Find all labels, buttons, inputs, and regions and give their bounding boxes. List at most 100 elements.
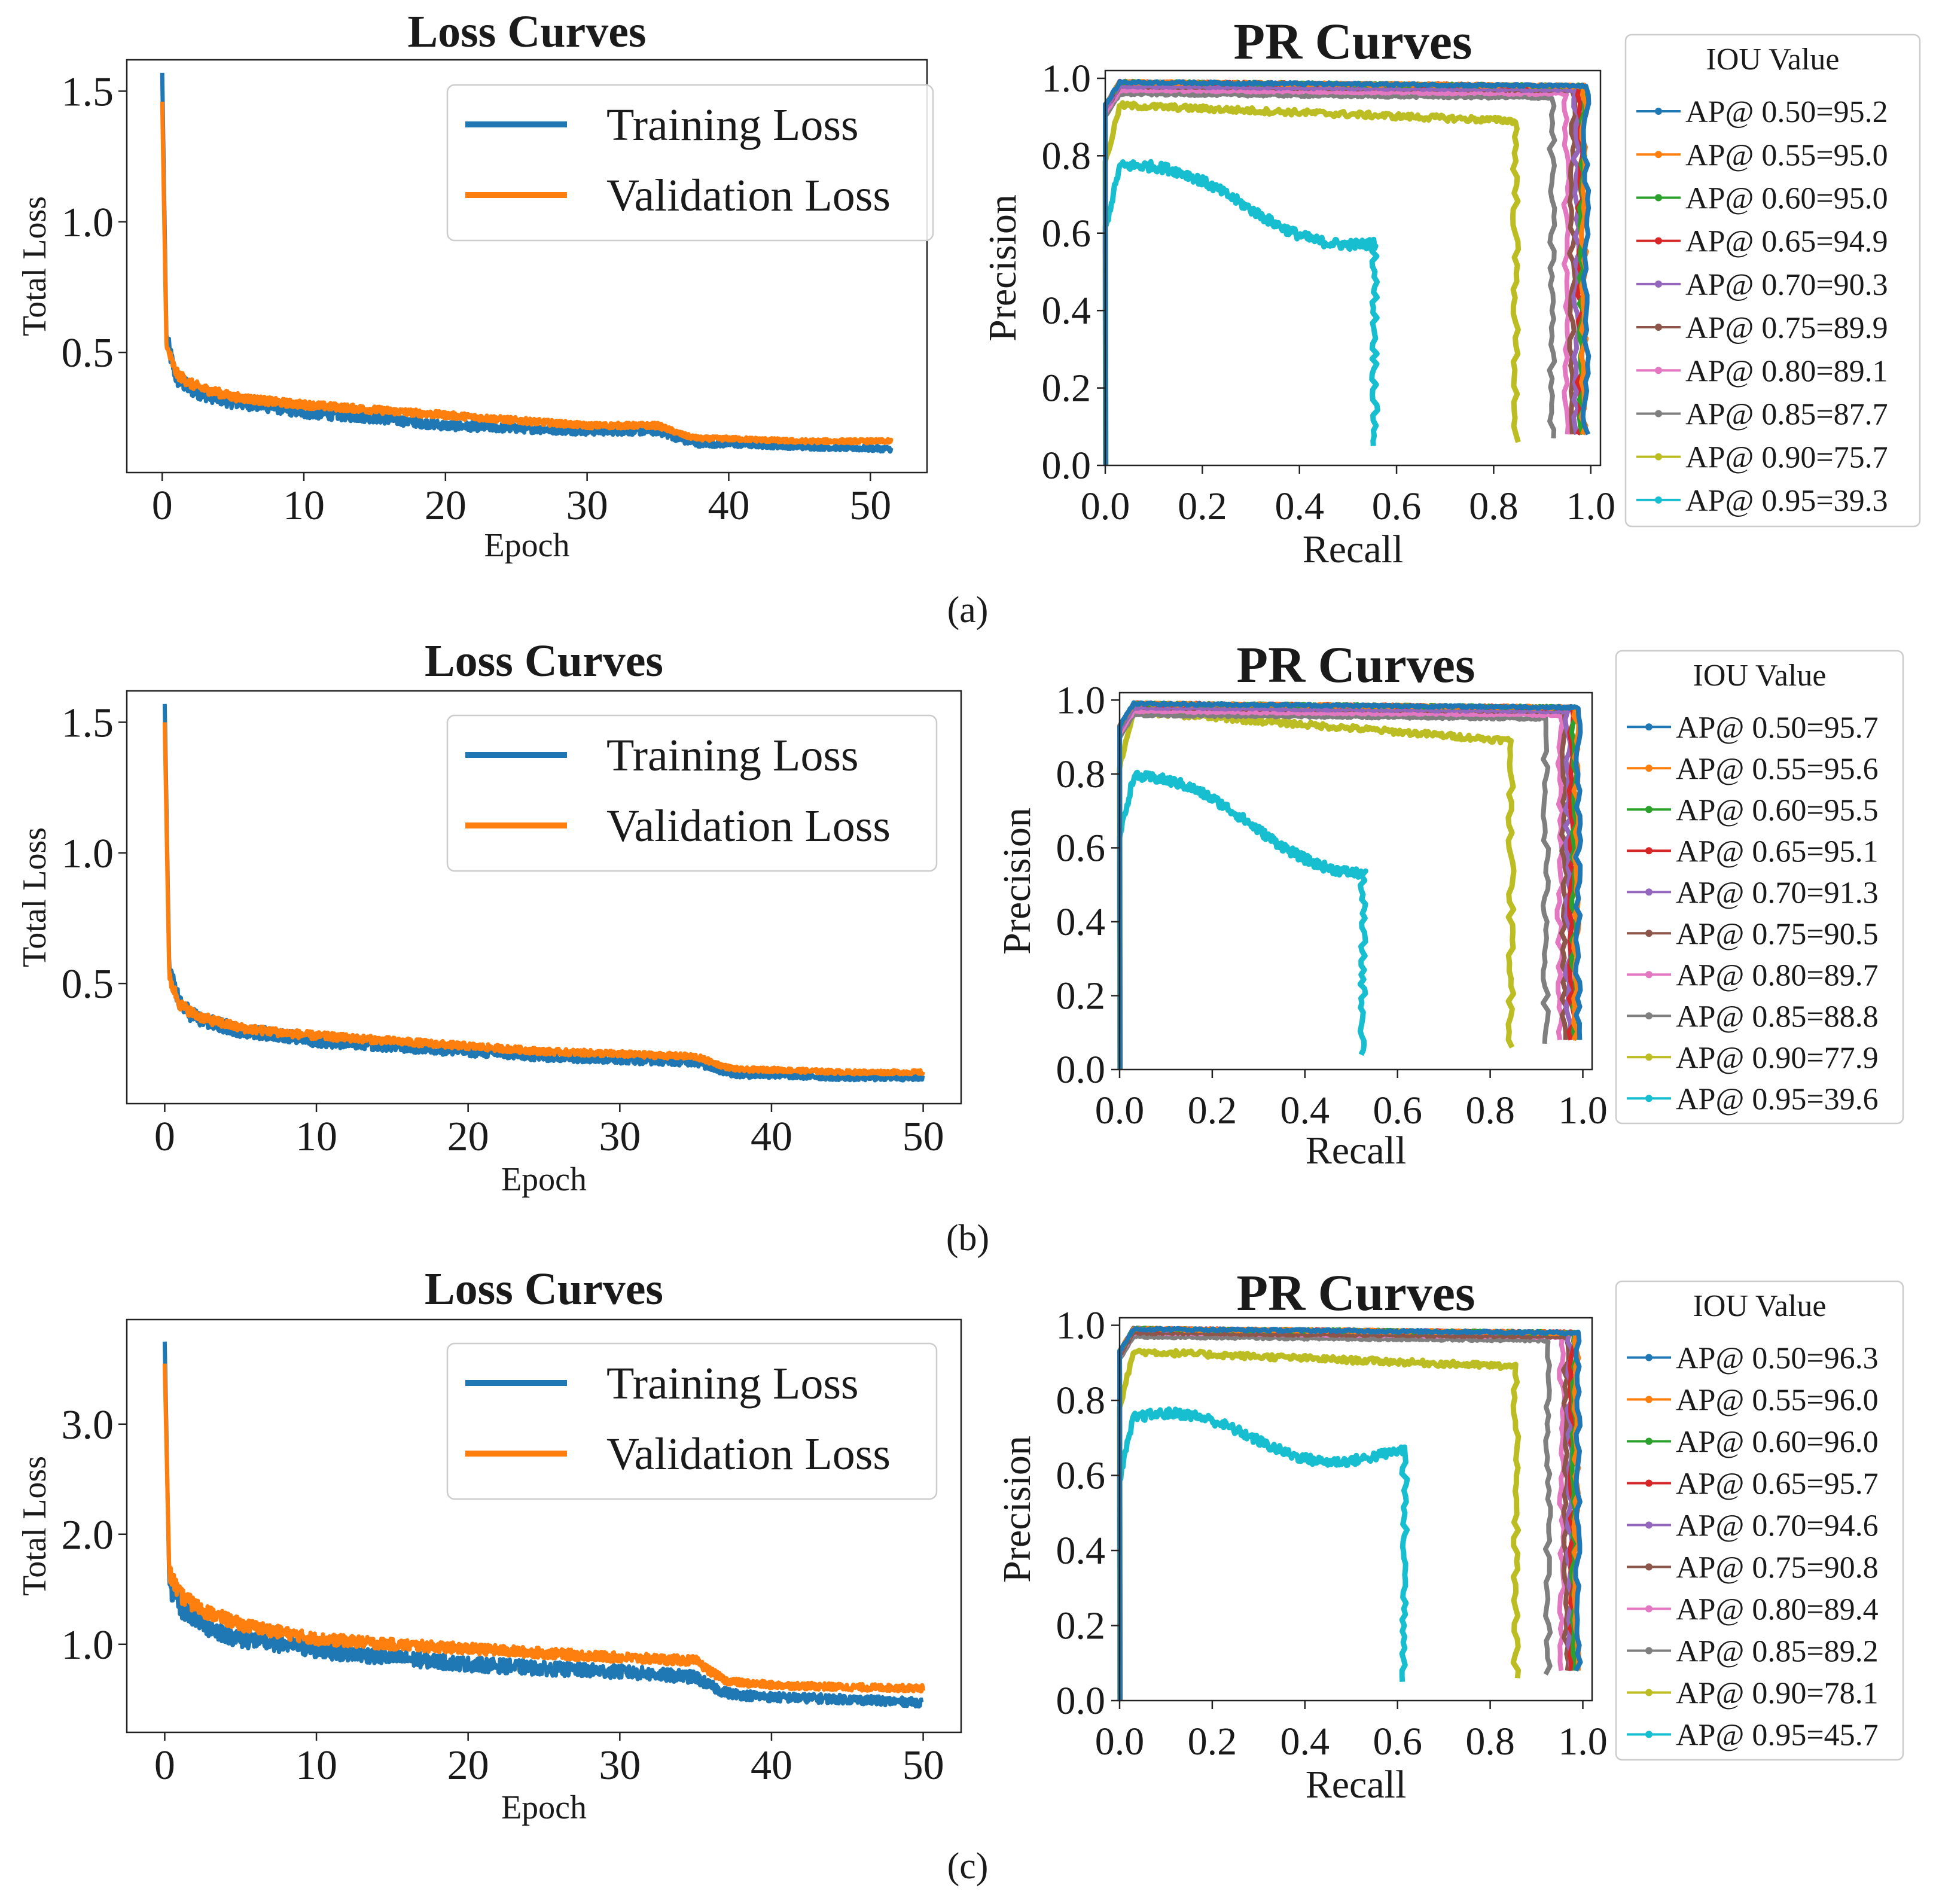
x-tick-label: 0.4 <box>1280 1089 1330 1132</box>
pr-title: PR Curves <box>1237 1264 1475 1321</box>
pr-legend-box <box>1615 650 1904 1125</box>
x-tick-label: 0 <box>152 483 173 529</box>
y-tick-label: 0.8 <box>1056 753 1106 796</box>
x-tick-label: 0 <box>154 1114 175 1160</box>
loss-line-training <box>162 1341 925 1709</box>
y-tick-label: 0.2 <box>1056 974 1106 1018</box>
pr-legend-marker <box>1645 847 1652 855</box>
pr-legend-label: AP@ 0.85=89.2 <box>1676 1635 1879 1669</box>
legend-label-validation: Validation Loss <box>606 170 891 221</box>
pr-curve-4 <box>1103 83 1582 466</box>
y-tick-label: 0.5 <box>62 961 114 1007</box>
loss-plot-frame <box>126 1318 962 1734</box>
pr-legend-label: AP@ 0.80=89.1 <box>1685 354 1888 388</box>
legend-label-validation: Validation Loss <box>606 1429 891 1479</box>
pr-legend-label: AP@ 0.50=95.7 <box>1676 711 1879 745</box>
loss-legend-box <box>446 84 934 242</box>
x-tick-label: 30 <box>599 1742 641 1789</box>
pr-xlabel: Recall <box>1306 1129 1407 1172</box>
pr-curve-6 <box>1117 708 1565 1070</box>
legend-label-training: Training Loss <box>606 730 859 781</box>
pr-curve-9 <box>1117 769 1368 1070</box>
y-tick-label: 0.6 <box>1056 1454 1106 1498</box>
loss-xlabel: Epoch <box>484 527 569 564</box>
pr-legend-label: AP@ 0.60=95.0 <box>1685 181 1888 215</box>
pr-curve-6 <box>1103 86 1572 466</box>
pr-plot-frame <box>1118 1317 1593 1702</box>
loss-title: Loss Curves <box>425 1264 663 1314</box>
loss-line-validation <box>162 722 925 1077</box>
pr-legend-label: AP@ 0.55=95.0 <box>1685 138 1888 172</box>
pr-legend-label: AP@ 0.70=90.3 <box>1685 268 1888 302</box>
x-tick-label: 0 <box>154 1742 175 1789</box>
x-tick-label: 1.0 <box>1566 485 1616 528</box>
pr-xlabel: Recall <box>1306 1763 1407 1806</box>
pr-title: PR Curves <box>1234 13 1472 70</box>
pr-legend-marker <box>1645 1605 1652 1613</box>
y-tick-label: 0.4 <box>1056 1529 1106 1573</box>
x-tick-label: 30 <box>566 483 608 529</box>
panel-caption: (c) <box>947 1846 989 1887</box>
pr-legend-marker <box>1645 1647 1652 1655</box>
loss-title: Loss Curves <box>407 7 646 57</box>
pr-legend-marker <box>1645 971 1652 979</box>
y-tick-label: 0.4 <box>1056 900 1106 944</box>
pr-legend-marker <box>1645 1095 1652 1102</box>
pr-curve-5 <box>1117 704 1570 1070</box>
panel-caption: (a) <box>947 590 989 630</box>
x-tick-label: 10 <box>283 483 325 529</box>
y-tick-label: 1.0 <box>62 200 114 246</box>
x-tick-label: 50 <box>849 483 891 529</box>
y-tick-label: 0.0 <box>1056 1048 1106 1092</box>
y-tick-label: 0.8 <box>1042 134 1091 178</box>
pr-legend-label: AP@ 0.55=96.0 <box>1676 1384 1879 1418</box>
pr-curve-9 <box>1102 159 1380 466</box>
x-tick-label: 40 <box>751 1114 792 1160</box>
pr-legend: IOU Value AP@ 0.50=95.2 AP@ 0.55=95.0 AP@ 0… <box>1624 33 1921 528</box>
loss-xlabel: Epoch <box>501 1161 587 1198</box>
pr-chart-2: 0.0 0.2 0.4 0.6 0.8 1.0 0.0 0.2 0.4 0.6 0.8 1.0 PR C… <box>995 1264 1904 1806</box>
loss-legend-box <box>446 714 938 872</box>
loss-legend: Training Loss Validation Loss <box>446 1342 938 1500</box>
pr-legend-marker <box>1645 1479 1652 1487</box>
y-tick-label: 0.2 <box>1042 367 1091 410</box>
pr-legend-label: AP@ 0.65=95.1 <box>1676 834 1879 869</box>
y-tick-label: 1.5 <box>62 700 114 746</box>
pr-legend-label: AP@ 0.85=88.8 <box>1676 1000 1879 1034</box>
pr-plot-frame <box>1104 69 1602 467</box>
pr-legend-marker <box>1645 1731 1652 1738</box>
pr-legend-marker <box>1655 453 1662 461</box>
x-tick-label: 0.6 <box>1373 1089 1422 1132</box>
pr-legend-marker <box>1645 1012 1652 1020</box>
y-tick-label: 0.6 <box>1056 826 1106 870</box>
legend-label-validation: Validation Loss <box>606 801 891 851</box>
pr-legend-label: AP@ 0.80=89.4 <box>1676 1593 1879 1627</box>
pr-curve-9 <box>1117 1406 1410 1701</box>
pr-legend-box <box>1615 1280 1904 1761</box>
x-tick-label: 0.2 <box>1178 485 1227 528</box>
pr-curve-8 <box>1117 1347 1522 1701</box>
pr-curve-7 <box>1117 711 1551 1070</box>
y-tick-label: 1.0 <box>1056 678 1106 722</box>
y-tick-label: 2.0 <box>62 1512 114 1558</box>
pr-legend-marker <box>1645 888 1652 896</box>
pr-curve-5 <box>1103 83 1578 466</box>
y-tick-label: 1.0 <box>62 831 114 877</box>
panel-caption: (b) <box>946 1218 989 1259</box>
pr-curve-5 <box>1117 1329 1571 1701</box>
loss-plot-frame <box>126 59 928 474</box>
x-tick-label: 50 <box>903 1114 944 1160</box>
pr-chart-0: 0.0 0.2 0.4 0.6 0.8 1.0 0.0 0.2 0.4 0.6 0.8 1.0 PR C… <box>981 13 1921 571</box>
pr-curve-4 <box>1117 1326 1575 1701</box>
x-tick-label: 10 <box>295 1742 337 1789</box>
pr-legend-marker <box>1645 1563 1652 1571</box>
x-tick-label: 30 <box>599 1114 641 1160</box>
pr-legend-label: AP@ 0.90=75.7 <box>1685 441 1888 475</box>
x-tick-label: 20 <box>447 1114 489 1160</box>
x-tick-label: 0.8 <box>1465 1720 1515 1763</box>
x-tick-label: 0.8 <box>1469 485 1519 528</box>
pr-legend-marker <box>1655 280 1662 288</box>
loss-ylabel: Total Loss <box>16 827 53 967</box>
pr-legend-label: AP@ 0.65=95.7 <box>1676 1467 1879 1501</box>
pr-curve-4 <box>1117 704 1574 1070</box>
